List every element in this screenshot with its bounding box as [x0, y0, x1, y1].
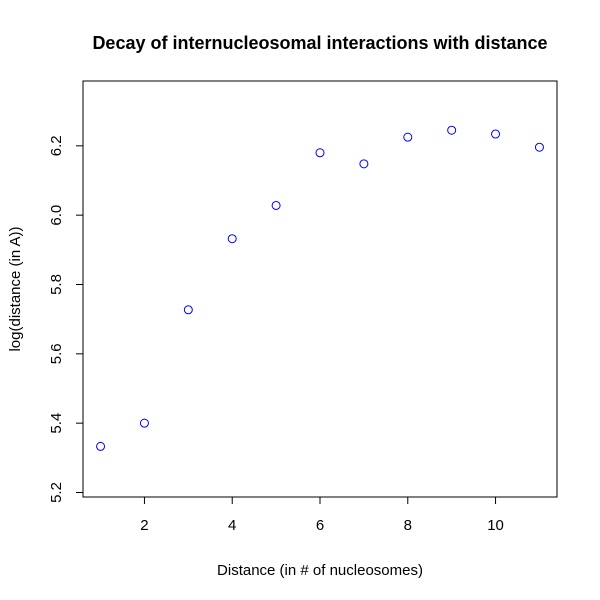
data-point — [315, 148, 325, 158]
data-point — [534, 142, 544, 152]
data-point — [447, 125, 457, 135]
chart-title: Decay of internucleosomal interactions w… — [92, 33, 547, 53]
x-tick-label: 8 — [404, 517, 412, 534]
x-tick-label: 10 — [487, 517, 504, 534]
y-tick-label: 5.8 — [48, 274, 65, 295]
data-point — [491, 129, 501, 139]
y-axis: 5.2 5.4 5.6 5.8 6.0 6.2 — [48, 135, 84, 503]
data-point — [96, 441, 106, 451]
data-point — [403, 132, 413, 142]
y-axis-label: log(distance (in A)) — [7, 226, 24, 351]
x-tick-label: 4 — [228, 517, 236, 534]
data-point — [271, 200, 281, 210]
x-axis-label: Distance (in # of nucleosomes) — [217, 562, 423, 579]
data-point — [359, 159, 369, 169]
y-tick-label: 5.2 — [48, 482, 65, 503]
y-tick-label: 6.0 — [48, 205, 65, 226]
plot-frame — [82, 80, 558, 498]
x-tick-label: 6 — [316, 517, 324, 534]
data-point — [139, 418, 149, 428]
data-point — [183, 305, 193, 315]
x-tick-label: 2 — [140, 517, 148, 534]
data-point — [227, 234, 237, 244]
y-tick-label: 6.2 — [48, 135, 65, 156]
y-tick-label: 5.6 — [48, 343, 65, 364]
x-axis: 2 4 6 8 10 — [140, 496, 504, 534]
data-points — [96, 125, 544, 451]
y-tick-label: 5.4 — [48, 413, 65, 434]
